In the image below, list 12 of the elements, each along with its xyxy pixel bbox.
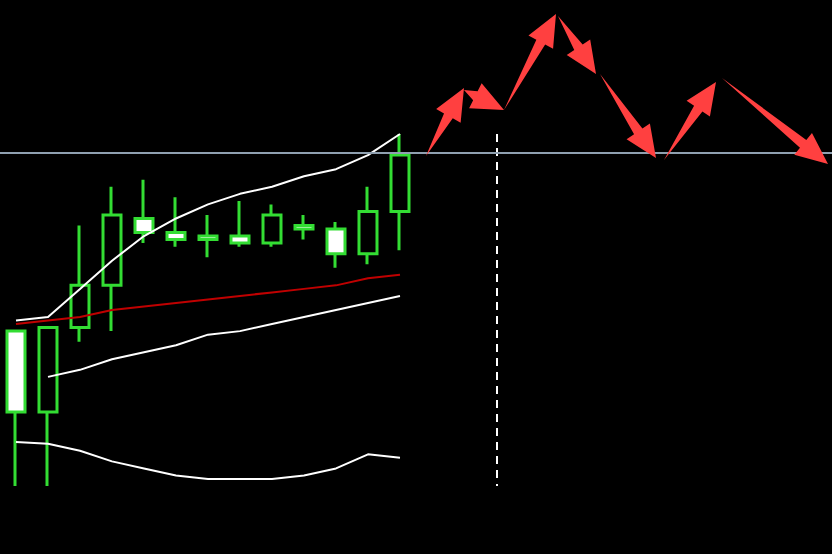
candlestick bbox=[133, 178, 155, 245]
candlestick bbox=[229, 199, 251, 249]
candlestick bbox=[197, 213, 219, 259]
candlestick bbox=[293, 213, 315, 242]
candlestick bbox=[389, 132, 411, 252]
candlestick bbox=[261, 202, 283, 249]
candlestick bbox=[325, 220, 347, 270]
candlestick bbox=[101, 185, 123, 333]
candlestick bbox=[37, 326, 59, 488]
candlestick bbox=[69, 224, 91, 344]
candlestick bbox=[357, 185, 379, 266]
candlestick bbox=[165, 195, 187, 249]
